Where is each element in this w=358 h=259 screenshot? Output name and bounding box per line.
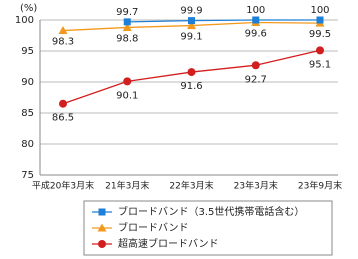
y-tick-label: 80 xyxy=(21,139,34,150)
value-label: 98.3 xyxy=(52,37,74,48)
y-tick-label: 100 xyxy=(15,15,34,26)
marker xyxy=(187,68,196,77)
y-axis-label: (%) xyxy=(20,3,37,14)
value-label: 86.5 xyxy=(52,113,74,124)
value-label: 98.8 xyxy=(116,33,138,44)
marker xyxy=(59,99,67,108)
legend-label: ブロードバンド（3.5世代携帯電話含む） xyxy=(118,205,304,218)
value-label: 99.1 xyxy=(180,32,202,43)
value-label: 100 xyxy=(310,5,329,16)
marker xyxy=(123,77,132,86)
series-line xyxy=(62,49,321,105)
legend-marker xyxy=(98,208,106,216)
legend-label: 超高速ブロードバンド xyxy=(118,237,219,250)
value-label: 100 xyxy=(246,5,265,16)
marker xyxy=(188,17,195,25)
marker xyxy=(187,21,196,30)
marker xyxy=(122,22,132,31)
value-label: 91.6 xyxy=(180,81,202,92)
legend-marker xyxy=(97,223,107,232)
value-label: 99.6 xyxy=(245,28,267,39)
y-tick-label: 85 xyxy=(21,108,34,119)
marker xyxy=(316,46,324,55)
x-tick-label: 23年9月末 xyxy=(298,180,342,192)
x-tick-label: 21年3月末 xyxy=(105,180,149,192)
legend-box xyxy=(83,200,333,256)
series-line xyxy=(127,19,320,23)
value-label: 99.5 xyxy=(309,29,331,40)
value-label: 95.1 xyxy=(309,59,331,70)
marker xyxy=(252,16,260,24)
value-label: 90.1 xyxy=(116,90,138,101)
marker xyxy=(123,18,131,26)
y-tick-label: 75 xyxy=(21,170,34,181)
marker xyxy=(316,16,324,24)
y-tick-label: 95 xyxy=(21,46,34,57)
x-tick-label: 平成20年3月末 xyxy=(32,180,94,192)
marker xyxy=(58,26,68,35)
x-tick-label: 23年3月末 xyxy=(234,180,278,192)
y-tick-label: 90 xyxy=(21,77,34,88)
x-tick-label: 22年3月末 xyxy=(169,180,213,192)
value-label: 92.7 xyxy=(245,74,267,85)
value-label: 99.9 xyxy=(180,6,202,17)
value-label: 99.7 xyxy=(116,7,138,18)
legend-label: ブロードバンド xyxy=(118,221,189,234)
marker xyxy=(251,61,260,70)
legend-marker xyxy=(98,240,106,248)
